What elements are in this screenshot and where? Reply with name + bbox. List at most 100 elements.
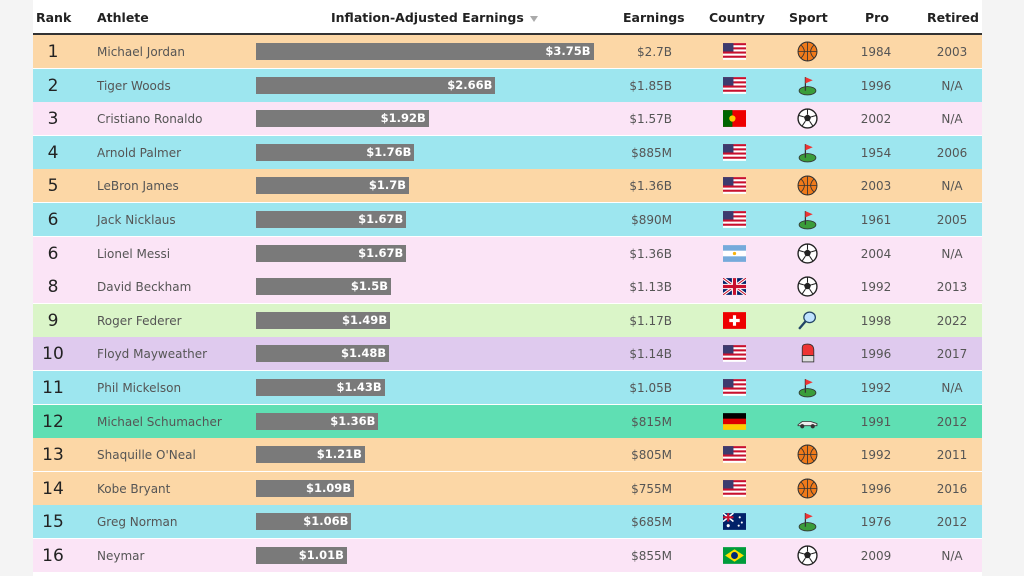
header-pro: Pro: [865, 10, 889, 25]
retired-year: N/A: [941, 246, 963, 261]
table-row: 5 LeBron James $1.7B $1.36B 2003 N/A: [33, 169, 982, 204]
retired-year: 2022: [936, 313, 968, 328]
retired-year: 2005: [936, 213, 968, 227]
sport-icon: [797, 511, 818, 532]
pro-year: 1998: [860, 313, 892, 328]
pro-year: 1996: [860, 78, 892, 93]
sport-icon: [797, 243, 818, 264]
header-country: Country: [709, 10, 765, 25]
rank: 6: [47, 243, 59, 264]
earnings: $1.36B: [629, 179, 672, 194]
rank: 1: [47, 42, 59, 62]
pro-year: 1954: [860, 145, 892, 160]
country-flag: [723, 43, 746, 60]
athlete: David Beckham: [97, 280, 192, 295]
earnings: $1.17B: [629, 313, 672, 328]
bar-label: $1.76B: [366, 144, 412, 159]
header-adjusted-text[interactable]: Inflation-Adjusted Earnings: [331, 10, 524, 25]
table-row: 12 Michael Schumacher $1.36B $815M 1991 2012: [33, 404, 982, 439]
bar-label: $1.06B: [303, 514, 349, 529]
header-rank: Rank: [36, 10, 72, 25]
earnings: $1.05B: [629, 381, 672, 395]
bar-label: $1.5B: [350, 279, 388, 294]
table-row: 14 Kobe Bryant $1.09B $755M 1996 2016: [33, 471, 982, 506]
header-athlete: Athlete: [97, 10, 149, 25]
table-row: 1 Michael Jordan $3.75B $2.7B 1984 2003: [33, 35, 982, 69]
earnings: $1.36B: [629, 246, 672, 261]
country-flag: [723, 177, 746, 194]
earnings-bar: $1.43B: [256, 379, 385, 396]
table-row: 8 David Beckham $1.5B $1.13B 1992 2013: [33, 270, 982, 305]
pro-year: 1991: [860, 414, 892, 429]
pro-year: 2004: [860, 246, 892, 261]
table-row: 9 Roger Federer $1.49B $1.17B 1998 2022: [33, 303, 982, 338]
table-row: 15 Greg Norman $1.06B $685M 1976 2012: [33, 505, 982, 540]
retired-year: 2011: [936, 448, 968, 463]
table-row: 6 Jack Nicklaus $1.67B $890M 1961 2005: [33, 203, 982, 237]
sport-icon: [797, 142, 818, 163]
earnings: $1.85B: [629, 78, 672, 93]
rank: 14: [42, 478, 64, 499]
country-flag: [723, 413, 746, 430]
country-flag: [723, 144, 746, 161]
retired-year: 2003: [936, 45, 968, 59]
rank: 11: [42, 378, 64, 398]
earnings-bar: $1.67B: [256, 244, 407, 262]
earnings-bar: $1.09B: [256, 479, 355, 497]
country-flag: [723, 547, 746, 564]
bar-label: $1.43B: [336, 380, 382, 394]
rank: 13: [42, 445, 64, 466]
bar-label: $3.75B: [545, 44, 591, 58]
sport-icon: [797, 478, 818, 499]
rank: 2: [47, 75, 59, 96]
rank: 16: [42, 546, 64, 566]
earnings-bar: $1.21B: [256, 446, 365, 464]
pro-year: 2002: [860, 112, 892, 127]
athlete: Michael Jordan: [97, 45, 185, 59]
bar-label: $2.66B: [447, 77, 493, 92]
earnings: $685M: [631, 515, 672, 530]
table-row: 3 Cristiano Ronaldo $1.92B $1.57B 2002 N/A: [33, 102, 982, 137]
country-flag: [723, 312, 746, 329]
rank: 4: [47, 142, 59, 163]
sport-icon: [797, 411, 818, 432]
rank: 10: [42, 344, 64, 365]
table-row: 6 Lionel Messi $1.67B $1.36B 2004 N/A: [33, 236, 982, 271]
table-header: Rank Athlete Inflation-Adjusted Earnings…: [33, 0, 982, 35]
sort-indicator: [529, 15, 538, 22]
earnings-bar: $2.66B: [256, 76, 496, 94]
earnings: $2.7B: [637, 45, 672, 59]
sport-icon: [797, 108, 818, 129]
athlete: Neymar: [97, 549, 145, 563]
sport-icon: [797, 444, 818, 465]
earnings: $1.14B: [629, 347, 672, 362]
header-adjusted[interactable]: Inflation-Adjusted Earnings: [331, 10, 538, 25]
country-flag: [723, 110, 746, 127]
table-row: 10 Floyd Mayweather $1.48B $1.14B 1996 2017: [33, 337, 982, 372]
retired-year: N/A: [941, 549, 963, 563]
country-flag: [723, 278, 746, 295]
sport-icon: [797, 310, 818, 331]
sport-icon: [797, 276, 818, 297]
country-flag: [723, 245, 746, 262]
athlete: Jack Nicklaus: [97, 213, 176, 227]
athlete: Lionel Messi: [97, 246, 171, 261]
table-row: 2 Tiger Woods $2.66B $1.85B 1996 N/A: [33, 68, 982, 103]
athlete: Greg Norman: [97, 515, 178, 530]
bar-label: $1.92B: [380, 111, 426, 126]
retired-year: N/A: [941, 179, 963, 194]
retired-year: 2012: [936, 414, 968, 429]
bar-label: $1.21B: [316, 447, 362, 462]
table-row: 11 Phil Mickelson $1.43B $1.05B 1992 N/A: [33, 371, 982, 405]
bar-label: $1.09B: [305, 480, 352, 495]
country-flag: [723, 513, 746, 530]
retired-year: N/A: [941, 112, 963, 127]
earnings: $890M: [631, 213, 672, 227]
sport-icon: [797, 75, 818, 96]
pro-year: 1992: [860, 448, 892, 463]
athlete: Shaquille O'Neal: [97, 448, 196, 463]
earnings: $1.13B: [629, 280, 672, 295]
rank: 8: [47, 277, 59, 298]
retired-year: N/A: [941, 381, 963, 395]
athlete: Tiger Woods: [97, 78, 171, 93]
